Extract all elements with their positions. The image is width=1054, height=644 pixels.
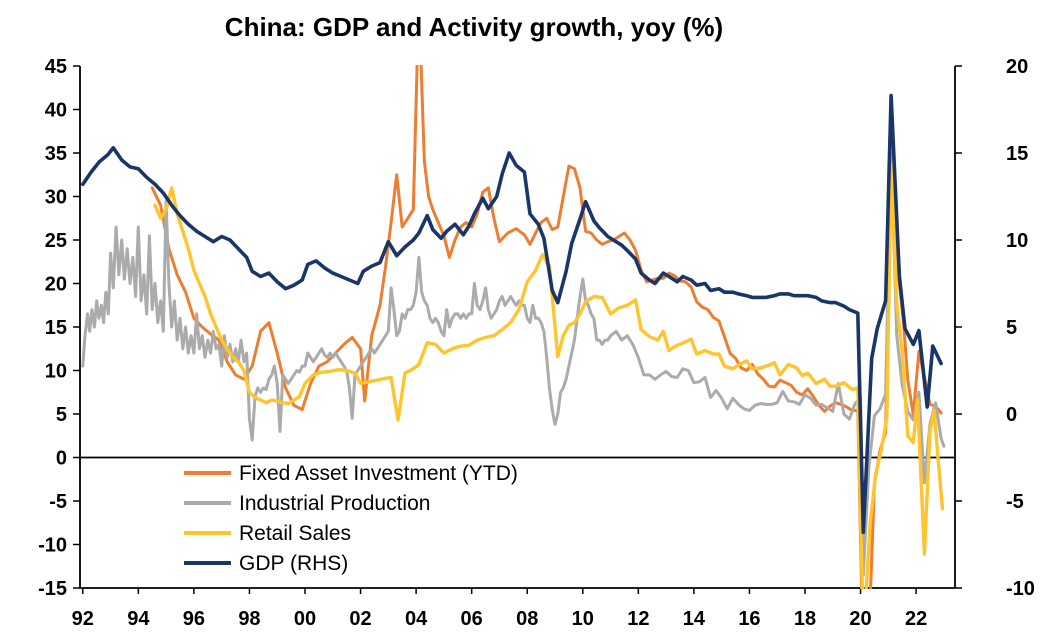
y-right-tick-label: 15 [1006, 143, 1028, 165]
legend-item-3: GDP (RHS) [184, 548, 518, 578]
y-right-tick-label: 20 [1006, 56, 1028, 78]
y-left-tick-label: 15 [45, 317, 67, 339]
y-right-tick-label: 0 [1006, 404, 1017, 426]
y-left-tick-label: 40 [45, 100, 67, 122]
x-tick-label: 92 [72, 608, 94, 630]
legend-label: GDP (RHS) [239, 551, 349, 575]
legend-swatch-icon [184, 531, 231, 535]
x-tick-label: 00 [294, 608, 316, 630]
x-tick-label: 98 [238, 608, 260, 630]
x-tick-label: 02 [349, 608, 371, 630]
y-left-tick-label: -10 [38, 535, 67, 557]
legend-item-1: Industrial Production [184, 488, 518, 518]
series-line-3 [81, 93, 943, 535]
legend-item-0: Fixed Asset Investment (YTD) [184, 458, 518, 488]
series-line-2 [153, 161, 945, 589]
legend-swatch-icon [184, 561, 231, 565]
axis-ticks [73, 65, 962, 594]
x-tick-label: 14 [683, 608, 706, 630]
y-right-tick-label: -5 [1006, 491, 1024, 513]
x-tick-label: 20 [849, 608, 871, 630]
x-tick-label: 94 [127, 608, 150, 630]
y-left-tick-label: 35 [45, 143, 67, 165]
legend-label: Retail Sales [239, 521, 352, 545]
legend-label: Fixed Asset Investment (YTD) [239, 461, 518, 485]
legend-swatch-icon [184, 501, 231, 505]
series-line-1 [81, 150, 946, 577]
y-left-tick-label: -5 [49, 491, 67, 513]
y-left-tick-label: 30 [45, 187, 67, 209]
y-right-tick-label: -10 [1006, 578, 1035, 600]
x-tick-label: 08 [516, 608, 538, 630]
legend-swatch-icon [184, 471, 231, 475]
y-left-tick-label: 45 [45, 56, 67, 78]
y-left-tick-label: 20 [45, 274, 67, 296]
chart-title: China: GDP and Activity growth, yoy (%) [224, 12, 724, 42]
legend-label: Industrial Production [239, 491, 431, 515]
x-tick-label: 04 [405, 608, 428, 630]
y-left-tick-label: 0 [56, 448, 67, 470]
y-left-tick-label: 10 [45, 361, 67, 383]
y-left-tick-label: 5 [56, 404, 67, 426]
axis-labels: 45 40 35 30 25 20 15 10 5 0 -5 -10 -15 20 15 10 5 0 -5 -10 9… [38, 56, 1035, 630]
y-left-tick-label: -15 [38, 578, 67, 600]
x-tick-label: 06 [461, 608, 483, 630]
y-left-tick-label: 25 [45, 230, 67, 252]
x-tick-label: 10 [572, 608, 594, 630]
x-tick-label: 16 [738, 608, 760, 630]
y-right-tick-label: 5 [1006, 317, 1017, 339]
x-tick-label: 96 [183, 608, 205, 630]
x-tick-label: 12 [627, 608, 649, 630]
chart-legend: Fixed Asset Investment (YTD) Industrial P… [184, 458, 518, 578]
legend-item-2: Retail Sales [184, 518, 518, 548]
x-tick-label: 22 [905, 608, 927, 630]
series-lines [81, 65, 946, 589]
x-tick-label: 18 [794, 608, 816, 630]
y-right-tick-label: 10 [1006, 230, 1028, 252]
